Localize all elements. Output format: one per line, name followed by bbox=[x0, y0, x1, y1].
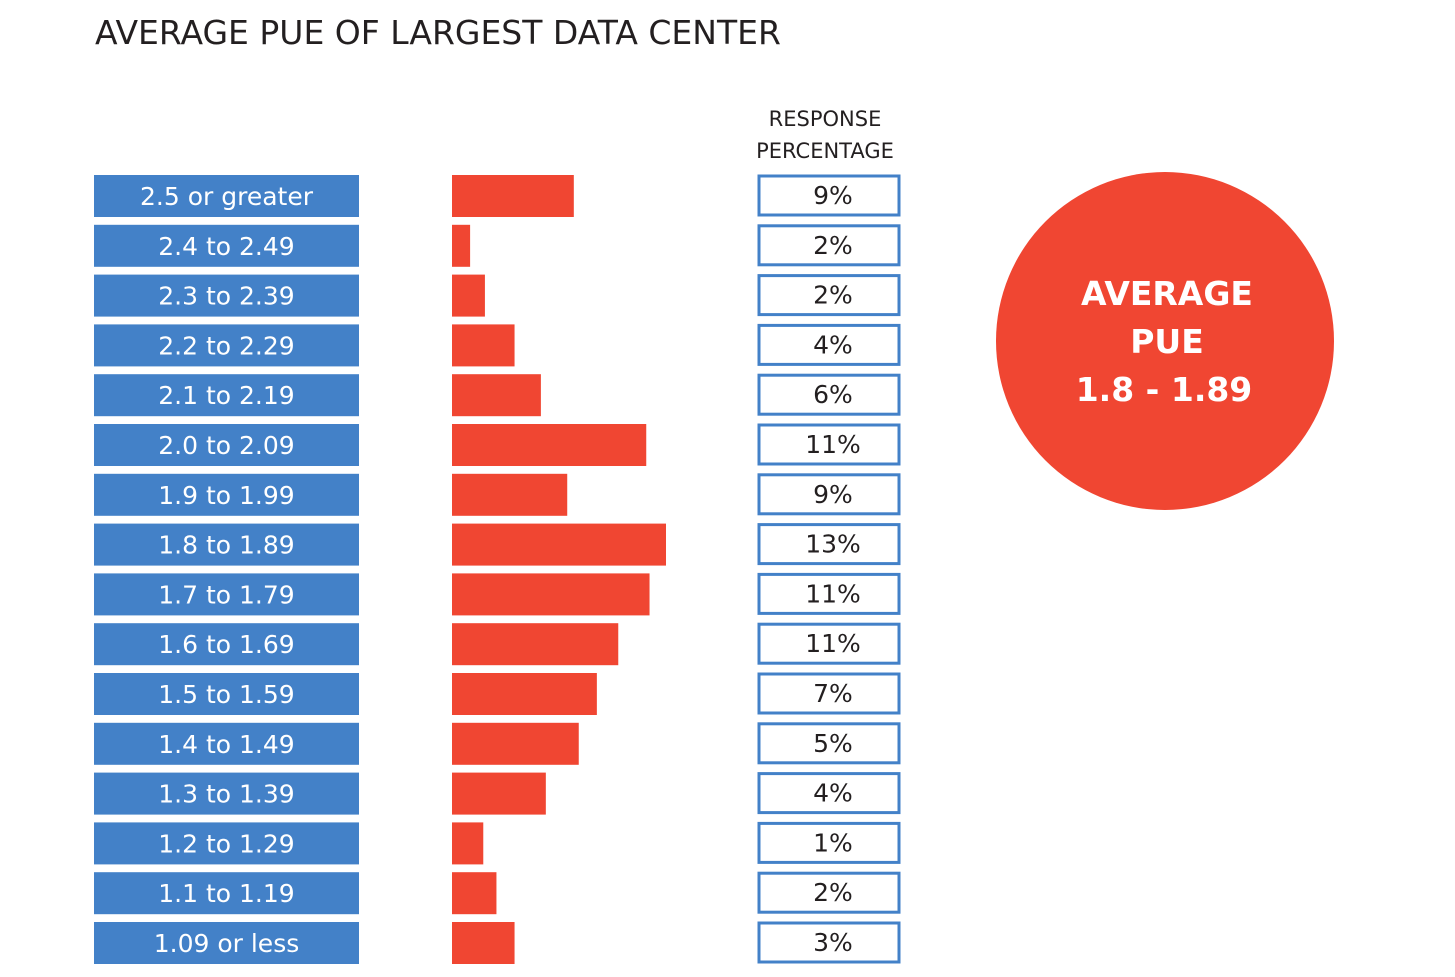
category-box bbox=[94, 424, 359, 466]
category-box bbox=[94, 872, 359, 915]
bar bbox=[452, 673, 597, 715]
percentage-box bbox=[757, 722, 901, 765]
percentage-box bbox=[757, 871, 901, 914]
category-label: 1.9 to 1.99 bbox=[158, 481, 294, 510]
category-box bbox=[94, 224, 359, 267]
bar bbox=[452, 523, 666, 566]
category-box bbox=[94, 673, 359, 715]
percentage-label: 11% bbox=[805, 579, 861, 608]
average-pue-callout: AVERAGE PUE 1.8 - 1.89 bbox=[996, 172, 1334, 510]
percentage-box bbox=[757, 672, 901, 715]
percentage-label: 3% bbox=[813, 928, 853, 957]
category-label: 2.5 or greater bbox=[140, 182, 314, 211]
value-column-header-line-2: PERCENTAGE bbox=[756, 139, 894, 163]
category-box bbox=[94, 772, 359, 815]
bar bbox=[452, 872, 497, 915]
bar bbox=[452, 224, 471, 267]
percentage-box bbox=[757, 821, 901, 864]
value-column-header-line-1: RESPONSE bbox=[769, 107, 882, 131]
category-box bbox=[94, 473, 359, 516]
category-box bbox=[94, 274, 359, 317]
category-label: 1.4 to 1.49 bbox=[158, 730, 294, 759]
bar bbox=[452, 274, 485, 317]
bar bbox=[452, 922, 515, 964]
bar bbox=[452, 324, 515, 367]
percentage-box bbox=[757, 373, 901, 416]
percentage-box bbox=[757, 572, 901, 615]
callout-line-3: 1.8 - 1.89 bbox=[1076, 370, 1253, 409]
percentage-label: 2% bbox=[813, 878, 853, 907]
bar bbox=[452, 374, 541, 417]
percentage-label: 5% bbox=[813, 729, 853, 758]
percentage-box bbox=[757, 921, 901, 964]
category-box bbox=[94, 822, 359, 865]
percentage-label: 1% bbox=[813, 828, 853, 857]
percentage-box bbox=[757, 323, 901, 366]
percentage-box bbox=[757, 622, 901, 665]
bar bbox=[452, 722, 579, 765]
percentage-label: 2% bbox=[813, 281, 853, 310]
percentage-label: 11% bbox=[805, 629, 861, 658]
percentage-box bbox=[757, 523, 901, 566]
percentage-label: 4% bbox=[813, 330, 853, 359]
percentage-box bbox=[757, 174, 901, 217]
category-label: 1.7 to 1.79 bbox=[158, 580, 294, 609]
category-label: 2.4 to 2.49 bbox=[158, 232, 294, 261]
bar bbox=[452, 822, 484, 865]
percentage-label: 4% bbox=[813, 779, 853, 808]
chart-rows: 2.5 or greater 9% 2.4 to 2.49 2% 2.3 to 2.39… bbox=[94, 174, 901, 964]
percentage-label: 2% bbox=[813, 231, 853, 260]
bar bbox=[452, 573, 650, 616]
category-box bbox=[94, 374, 359, 417]
percentage-box bbox=[757, 274, 901, 317]
percentage-box bbox=[757, 224, 901, 267]
category-box bbox=[94, 324, 359, 367]
percentage-label: 9% bbox=[813, 181, 853, 210]
percentage-label: 6% bbox=[813, 380, 853, 409]
category-box bbox=[94, 922, 359, 964]
percentage-label: 9% bbox=[813, 480, 853, 509]
category-label: 1.5 to 1.59 bbox=[158, 680, 294, 709]
percentage-box bbox=[757, 473, 901, 516]
average-pue-circle bbox=[996, 172, 1334, 510]
callout-line-2: PUE bbox=[1130, 322, 1204, 361]
category-label: 1.1 to 1.19 bbox=[158, 879, 294, 908]
percentage-label: 7% bbox=[813, 679, 853, 708]
percentage-label: 13% bbox=[805, 530, 861, 559]
category-label: 2.3 to 2.39 bbox=[158, 282, 294, 311]
category-label: 1.09 or less bbox=[154, 929, 300, 958]
category-label: 1.8 to 1.89 bbox=[158, 531, 294, 560]
chart-title: AVERAGE PUE OF LARGEST DATA CENTER bbox=[95, 13, 781, 52]
bar bbox=[452, 473, 568, 516]
category-label: 1.3 to 1.39 bbox=[158, 780, 294, 809]
category-box bbox=[94, 573, 359, 616]
bar bbox=[452, 175, 574, 217]
bar bbox=[452, 772, 546, 815]
percentage-label: 11% bbox=[805, 430, 861, 459]
category-box bbox=[94, 623, 359, 666]
percentage-box bbox=[757, 423, 901, 466]
bar bbox=[452, 424, 647, 466]
percentage-box bbox=[757, 772, 901, 815]
bar bbox=[452, 623, 619, 666]
category-label: 1.2 to 1.29 bbox=[158, 829, 294, 858]
category-label: 2.1 to 2.19 bbox=[158, 381, 294, 410]
category-label: 2.0 to 2.09 bbox=[158, 431, 294, 460]
category-box bbox=[94, 523, 359, 566]
category-box bbox=[94, 722, 359, 765]
category-box bbox=[94, 175, 359, 217]
category-label: 1.6 to 1.69 bbox=[158, 630, 294, 659]
category-label: 2.2 to 2.29 bbox=[158, 331, 294, 360]
callout-line-1: AVERAGE bbox=[1081, 274, 1253, 313]
